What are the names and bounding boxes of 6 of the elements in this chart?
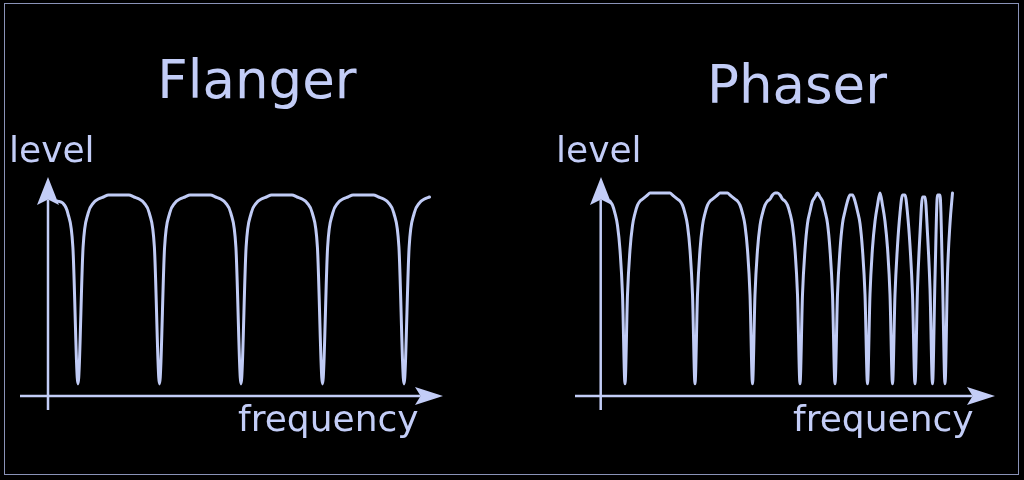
x-axis-title: frequency xyxy=(793,398,974,439)
y-axis-title: level xyxy=(556,129,642,170)
chart-title: Flanger xyxy=(157,49,357,110)
x-axis-title: frequency xyxy=(238,398,419,439)
chart-title: Phaser xyxy=(706,54,888,115)
y-axis-title: level xyxy=(9,129,95,170)
